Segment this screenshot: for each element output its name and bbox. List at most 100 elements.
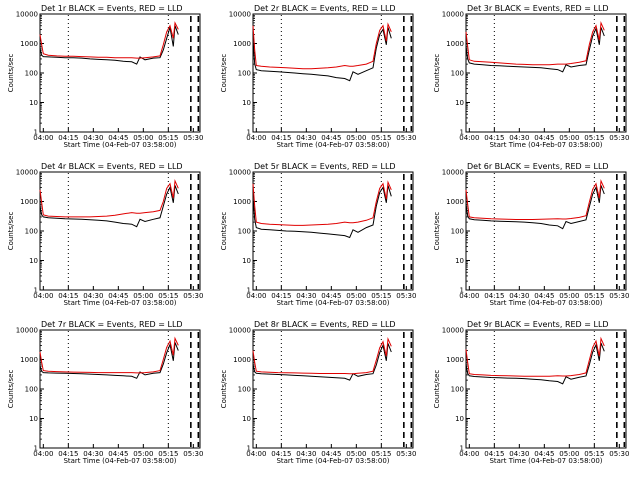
events-series-line — [252, 185, 392, 239]
events-series-line — [252, 343, 392, 381]
x-tick-label: 05:00 — [346, 292, 366, 300]
y-tick-label: 1 — [460, 445, 464, 453]
panel-title: Det 7r BLACK = Events, RED = LLD — [41, 320, 183, 329]
x-tick-label: 04:00 — [246, 134, 266, 142]
y-tick-label: 1000 — [446, 198, 464, 206]
x-tick-label: 05:15 — [158, 134, 178, 142]
y-tick-label: 10 — [455, 99, 464, 107]
x-tick-label: 05:30 — [183, 450, 203, 458]
x-tick-label: 04:45 — [534, 450, 554, 458]
x-tick-label: 04:15 — [484, 134, 504, 142]
y-tick-label: 1000 — [446, 356, 464, 364]
y-tick-label: 100 — [25, 70, 38, 78]
lld-series-line — [39, 178, 179, 218]
x-tick-label: 04:30 — [83, 292, 103, 300]
y-axis-label: Counts/sec — [7, 370, 15, 409]
x-tick-label: 04:45 — [108, 292, 128, 300]
chart-panel-6: Det 6r BLACK = Events, RED = LLD 1 10 100 10… — [433, 162, 629, 307]
chart-panel-1: Det 1r BLACK = Events, RED = LLD 1 10 100 10… — [7, 4, 203, 149]
x-tick-label: 04:45 — [534, 292, 554, 300]
x-tick-label: 05:00 — [559, 450, 579, 458]
panel-title: Det 2r BLACK = Events, RED = LLD — [254, 4, 396, 13]
y-tick-label: 10000 — [442, 11, 464, 19]
y-tick-label: 10000 — [229, 327, 251, 335]
y-tick-label: 100 — [451, 70, 464, 78]
x-tick-label: 04:30 — [509, 134, 529, 142]
x-axis-label: Start Time (04-Feb-07 03:58:00) — [63, 457, 176, 465]
x-tick-label: 04:30 — [296, 134, 316, 142]
x-tick-label: 04:30 — [509, 450, 529, 458]
panel-title: Det 8r BLACK = Events, RED = LLD — [254, 320, 396, 329]
y-tick-label: 100 — [451, 386, 464, 394]
chart-panel-8: Det 8r BLACK = Events, RED = LLD 1 10 100 10… — [220, 320, 416, 465]
y-tick-label: 10000 — [16, 327, 38, 335]
plot-frame — [39, 13, 201, 133]
x-tick-label: 04:30 — [296, 450, 316, 458]
x-tick-label: 05:30 — [609, 292, 629, 300]
x-tick-label: 05:00 — [559, 292, 579, 300]
panel-title: Det 4r BLACK = Events, RED = LLD — [41, 162, 183, 171]
y-tick-label: 1 — [34, 287, 38, 295]
x-tick-label: 05:00 — [559, 134, 579, 142]
chart-panel-4: Det 4r BLACK = Events, RED = LLD 1 10 100 10… — [7, 162, 203, 307]
x-tick-label: 05:15 — [371, 450, 391, 458]
events-series-line — [39, 342, 179, 379]
y-tick-label: 1 — [34, 129, 38, 137]
x-tick-label: 05:30 — [183, 292, 203, 300]
x-tick-label: 05:15 — [584, 450, 604, 458]
x-tick-label: 05:15 — [584, 292, 604, 300]
x-tick-label: 04:00 — [33, 292, 53, 300]
lld-series-line — [252, 336, 392, 375]
x-tick-label: 04:30 — [83, 450, 103, 458]
x-tick-label: 05:15 — [158, 292, 178, 300]
x-tick-label: 05:00 — [346, 450, 366, 458]
y-tick-label: 10 — [29, 99, 38, 107]
y-tick-label: 10000 — [442, 327, 464, 335]
y-tick-label: 1 — [34, 445, 38, 453]
panel-title: Det 1r BLACK = Events, RED = LLD — [41, 4, 183, 13]
y-tick-label: 100 — [238, 228, 251, 236]
y-tick-label: 10000 — [442, 169, 464, 177]
x-tick-label: 04:45 — [108, 134, 128, 142]
y-tick-label: 10000 — [16, 11, 38, 19]
y-tick-label: 1 — [460, 129, 464, 137]
x-tick-label: 04:00 — [246, 292, 266, 300]
y-tick-label: 10 — [455, 415, 464, 423]
x-tick-label: 04:15 — [271, 292, 291, 300]
y-tick-label: 1000 — [446, 40, 464, 48]
y-tick-label: 10 — [29, 415, 38, 423]
x-tick-label: 04:00 — [246, 450, 266, 458]
y-axis-label: Counts/sec — [220, 370, 228, 409]
y-axis-label: Counts/sec — [7, 54, 15, 93]
chart-panel-9: Det 9r BLACK = Events, RED = LLD 1 10 100 10… — [433, 320, 629, 465]
events-series-line — [465, 185, 605, 230]
y-tick-label: 10000 — [229, 169, 251, 177]
y-tick-label: 10000 — [229, 11, 251, 19]
x-tick-label: 04:00 — [459, 292, 479, 300]
x-tick-label: 05:30 — [396, 134, 416, 142]
y-tick-label: 10 — [242, 415, 251, 423]
y-tick-label: 1 — [247, 129, 251, 137]
lld-series-line — [252, 180, 392, 226]
events-series-line — [465, 26, 605, 73]
y-tick-label: 10 — [29, 257, 38, 265]
y-tick-label: 100 — [238, 70, 251, 78]
y-tick-label: 10 — [455, 257, 464, 265]
x-tick-label: 04:30 — [83, 134, 103, 142]
plot-frame — [39, 171, 201, 291]
plot-frame — [465, 329, 627, 449]
panel-title: Det 6r BLACK = Events, RED = LLD — [467, 162, 609, 171]
x-tick-label: 04:15 — [271, 134, 291, 142]
x-tick-label: 04:15 — [58, 292, 78, 300]
lld-series-line — [465, 20, 605, 66]
chart-panel-5: Det 5r BLACK = Events, RED = LLD 1 10 100 10… — [220, 162, 416, 307]
events-series-line — [39, 185, 179, 228]
x-tick-label: 05:00 — [133, 134, 153, 142]
x-axis-label: Start Time (04-Feb-07 03:58:00) — [489, 299, 602, 307]
y-tick-label: 100 — [25, 386, 38, 394]
x-tick-label: 04:15 — [58, 134, 78, 142]
x-axis-label: Start Time (04-Feb-07 03:58:00) — [276, 457, 389, 465]
x-tick-label: 04:45 — [534, 134, 554, 142]
x-tick-label: 04:15 — [271, 450, 291, 458]
